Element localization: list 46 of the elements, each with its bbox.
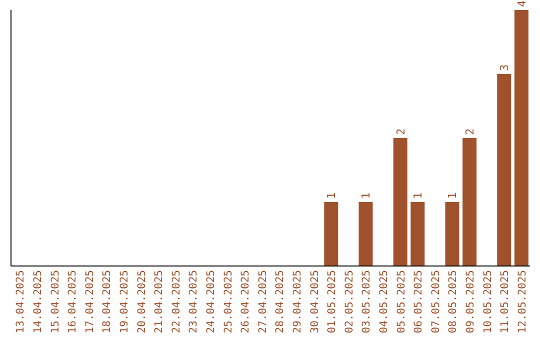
bar [514,10,528,266]
data-label: 3 [498,64,512,71]
bar [393,138,408,266]
x-tick-label: 10.05.2025 [482,270,494,334]
x-tick-label: 13.04.2025 [14,270,27,334]
x-tick-label: 04.05.2025 [378,270,390,334]
x-tick-label: 27.04.2025 [256,270,269,334]
x-tick-label: 02.05.2025 [343,270,356,334]
x-tick-label: 01.05.2025 [326,270,338,334]
x-tick-label: 11.05.2025 [499,270,512,334]
x-tick-label: 30.04.2025 [308,270,321,334]
x-tick-label: 18.04.2025 [101,270,114,334]
x-tick-label: 25.04.2025 [222,270,234,334]
bar [445,202,460,266]
bar [497,74,512,266]
x-tick-label: 22.04.2025 [170,270,182,334]
x-tick-label: 24.04.2025 [204,270,217,334]
data-label: 4 [515,0,528,7]
data-label: 2 [394,128,408,135]
x-tick-label: 21.04.2025 [153,270,166,334]
x-tick-label: 17.04.2025 [84,270,96,334]
data-label: 1 [446,192,460,199]
x-tick-label: 14.04.2025 [32,270,44,334]
bar [462,138,477,266]
data-label: 2 [464,128,477,135]
x-tick-label: 19.04.2025 [118,270,130,334]
x-tick-label: 20.04.2025 [136,270,148,334]
bar [358,202,373,266]
bar [410,202,425,266]
x-tick-label: 07.05.2025 [430,270,442,334]
x-tick-label: 29.04.2025 [291,270,304,334]
x-tick-label: 12.05.2025 [516,270,528,334]
x-tick-label: 06.05.2025 [412,270,425,334]
data-label: 1 [412,192,425,199]
data-label: 1 [360,192,373,199]
x-tick-label: 23.04.2025 [188,270,200,334]
x-tick-label: 28.04.2025 [274,270,286,334]
x-tick-label: 08.05.2025 [447,270,460,334]
x-tick-label: 05.05.2025 [395,270,408,334]
x-tick-label: 16.04.2025 [66,270,79,334]
x-tick-label: 09.05.2025 [464,270,476,334]
data-label: 1 [325,192,338,199]
bar [324,202,338,266]
x-tick-label: 26.04.2025 [240,270,252,334]
x-tick-label: 03.05.2025 [360,270,373,334]
x-tick-label: 15.04.2025 [49,270,62,334]
